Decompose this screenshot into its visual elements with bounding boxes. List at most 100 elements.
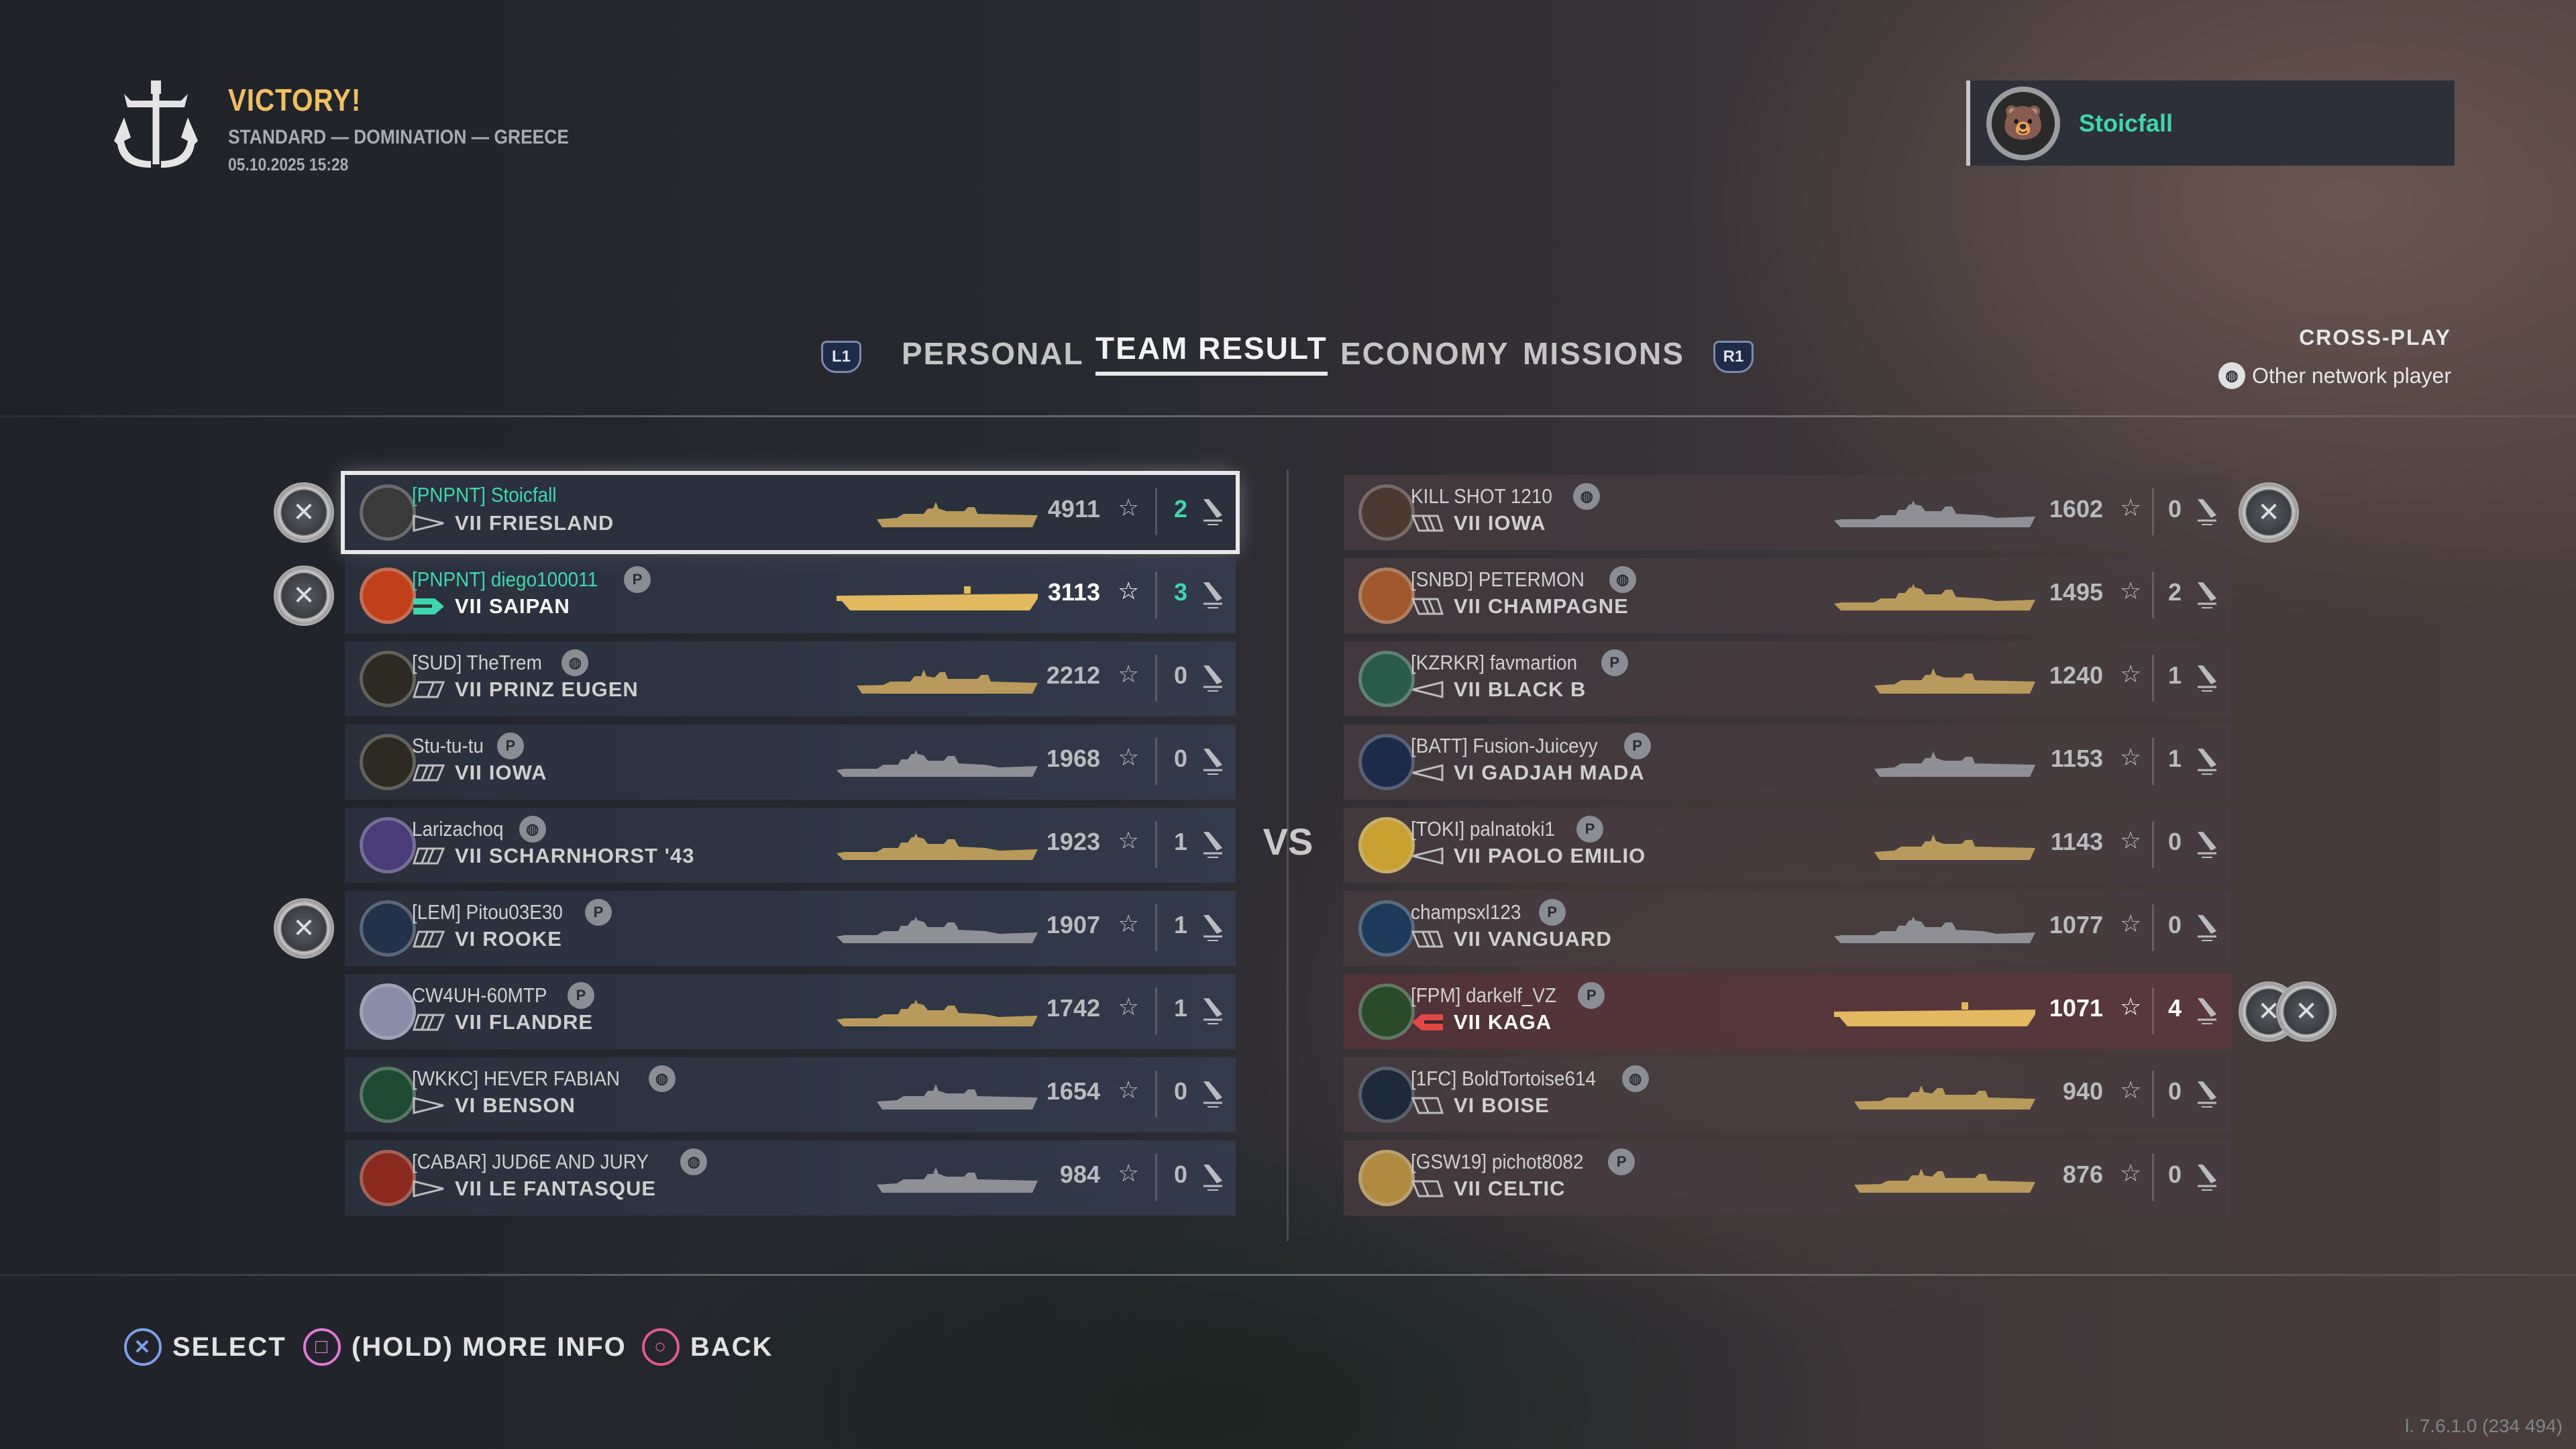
battleship-class-icon	[412, 764, 445, 782]
cruiser-class-icon	[1411, 1097, 1444, 1114]
player-emblem-icon	[360, 817, 416, 873]
footer-divider	[0, 1274, 2576, 1276]
player-emblem-icon	[1358, 484, 1415, 541]
achievement-medal-icon[interactable]: ✕	[2239, 482, 2299, 543]
player-nickname: CW4UH-60MTP	[412, 983, 547, 1007]
more-info-hint[interactable]: □ (HOLD) MORE INFO	[303, 1328, 627, 1366]
player-row[interactable]: KILL SHOT 1210 ◍ VII IOWA 1602 ☆ 0	[1344, 475, 2231, 550]
sunk-ship-icon	[2198, 749, 2216, 775]
player-row[interactable]: [1FC] BoldTortoise614 ◍ VI BOISE 940 ☆ 0	[1344, 1057, 2231, 1132]
ship-silhouette-icon	[1834, 500, 2035, 527]
ship-name: ROOKE	[482, 927, 562, 951]
player-row[interactable]: [TOKI] palnatoki1 P VII PAOLO EMILIO 1143 …	[1344, 808, 2231, 883]
stat-divider	[1155, 904, 1157, 951]
player-row[interactable]: CW4UH-60MTP P VII FLANDRE 1742 ☆ 1	[345, 974, 1236, 1049]
select-hint[interactable]: ✕ SELECT	[124, 1328, 286, 1366]
ship-info: VII SCHARNHORST '43	[412, 844, 695, 868]
version-label: l. 7.6.1.0 (234 494)	[2404, 1415, 2563, 1436]
star-icon: ☆	[2120, 1076, 2142, 1104]
score-value: 2212	[1046, 661, 1100, 689]
tab-missions[interactable]: MISSIONS	[1523, 336, 1684, 371]
ship-tier: VII	[1454, 511, 1481, 535]
tab-economy[interactable]: ECONOMY	[1340, 336, 1509, 371]
ship-tier: VII	[1454, 927, 1481, 951]
ship-name: BLACK B	[1487, 678, 1587, 701]
ship-info: VI BENSON	[412, 1093, 576, 1118]
player-emblem-icon	[360, 484, 416, 541]
player-nickname: TheTrem	[466, 651, 542, 674]
player-row[interactable]: [KZRKR] favmartion P VII BLACK B 1240 ☆ 1	[1344, 641, 2231, 716]
l1-button-icon[interactable]: L1	[821, 341, 861, 373]
player-row[interactable]: [PNPNT] diego100011 P VII SAIPAN 3113 ☆ 3	[345, 558, 1236, 633]
ship-name: SAIPAN	[488, 594, 570, 618]
player-row[interactable]: [BATT] Fusion-Juiceyy P VI GADJAH MADA 115…	[1344, 724, 2231, 800]
player-row[interactable]: Stu-tu-tu P VII IOWA 1968 ☆ 0	[345, 724, 1236, 800]
r1-button-icon[interactable]: R1	[1713, 341, 1754, 373]
star-icon: ☆	[2120, 577, 2142, 604]
ship-info: VII IOWA	[1411, 511, 1546, 535]
player-emblem-icon	[360, 983, 416, 1040]
player-emblem-icon	[1358, 1150, 1415, 1206]
ship-info: VII SAIPAN	[412, 594, 570, 619]
ship-name: IOWA	[488, 761, 547, 784]
sunk-ship-icon	[2198, 582, 2216, 608]
sunk-ship-icon	[1203, 499, 1222, 525]
back-hint[interactable]: ○ BACK	[642, 1328, 773, 1366]
tab-team-result[interactable]: TEAM RESULT	[1095, 330, 1328, 376]
ship-tier: VII	[1454, 1010, 1481, 1034]
back-label: BACK	[690, 1332, 773, 1362]
player-nickname: champsxl123	[1411, 900, 1521, 924]
ship-info: VII CHAMPAGNE	[1411, 594, 1629, 619]
player-row[interactable]: [SNBD] PETERMON ◍ VII CHAMPAGNE 1495 ☆ 2	[1344, 558, 2231, 633]
frags-value: 0	[1174, 661, 1188, 689]
frags-value: 2	[1174, 495, 1188, 523]
achievement-medal-icon[interactable]: ✕	[274, 898, 334, 959]
player-row[interactable]: [PNPNT] Stoicfall VII FRIESLAND 4911 ☆ 2	[341, 471, 1240, 554]
stat-divider	[2152, 655, 2154, 702]
star-icon: ☆	[2120, 660, 2142, 688]
ship-silhouette-icon	[857, 669, 1038, 694]
score-value: 1923	[1046, 828, 1100, 855]
clan-tag: [LEM]	[412, 900, 461, 924]
player-row[interactable]: champsxl123 P VII VANGUARD 1077 ☆ 0	[1344, 891, 2231, 966]
tabs-divider	[0, 415, 2576, 417]
player-row[interactable]: [FPM] darkelf_VZ P VII KAGA 1071 ☆ 4	[1344, 974, 2231, 1049]
achievement-medal-icon[interactable]: ✕	[274, 566, 334, 626]
frags-value: 0	[2168, 1077, 2182, 1105]
achievement-medal-icon[interactable]: ✕	[2276, 981, 2337, 1042]
ship-name: CELTIC	[1487, 1177, 1566, 1200]
achievement-medal-icon[interactable]: ✕	[274, 482, 334, 543]
ship-name: LE FANTASQUE	[488, 1177, 657, 1200]
player-row[interactable]: [CABAR] JUD6E AND JURY ◍ VII LE FANTASQUE …	[345, 1140, 1236, 1216]
ship-tier: VI	[455, 927, 476, 951]
playstation-icon: P	[496, 733, 524, 759]
player-nickname: pichot8082	[1491, 1150, 1584, 1173]
player-name: [SUD] TheTrem ◍	[412, 649, 589, 676]
ship-info: VII FRIESLAND	[412, 511, 614, 535]
player-name: CW4UH-60MTP P	[412, 982, 594, 1009]
frags-value: 4	[2168, 994, 2182, 1022]
clan-tag: [SUD]	[412, 651, 462, 674]
player-emblem-icon	[360, 900, 416, 957]
score-value: 3113	[1047, 578, 1100, 606]
star-icon: ☆	[1118, 743, 1140, 771]
playstation-icon: P	[1578, 982, 1605, 1009]
player-row[interactable]: [WKKC] HEVER FABIAN ◍ VI BENSON 1654 ☆ 0	[345, 1057, 1236, 1132]
destroyer-class-icon	[1412, 681, 1444, 698]
player-row[interactable]: [GSW19] pichot8082 P VII CELTIC 876 ☆ 0	[1344, 1140, 2231, 1216]
ship-silhouette-icon	[1834, 584, 2035, 610]
ship-tier: VII	[455, 678, 482, 701]
playstation-icon: P	[1576, 816, 1603, 843]
ship-tier: VII	[455, 844, 482, 867]
circle-button-icon: ○	[642, 1328, 680, 1366]
stat-divider	[2152, 821, 2154, 868]
player-row[interactable]: [LEM] Pitou03E30 P VI ROOKE 1907 ☆ 1	[345, 891, 1236, 966]
ship-name: PAOLO EMILIO	[1487, 844, 1646, 867]
tab-personal[interactable]: PERSONAL	[902, 336, 1084, 371]
teams-divider	[1287, 470, 1289, 1241]
player-name: [PNPNT] diego100011 P	[412, 566, 651, 593]
clan-tag: [1FC]	[1411, 1067, 1457, 1090]
player-row[interactable]: Larizachoq ◍ VII SCHARNHORST '43 1923 ☆ 1	[345, 808, 1236, 883]
player-row[interactable]: [SUD] TheTrem ◍ VII PRINZ EUGEN 2212 ☆ 0	[345, 641, 1236, 716]
player-emblem-icon	[1358, 734, 1415, 790]
